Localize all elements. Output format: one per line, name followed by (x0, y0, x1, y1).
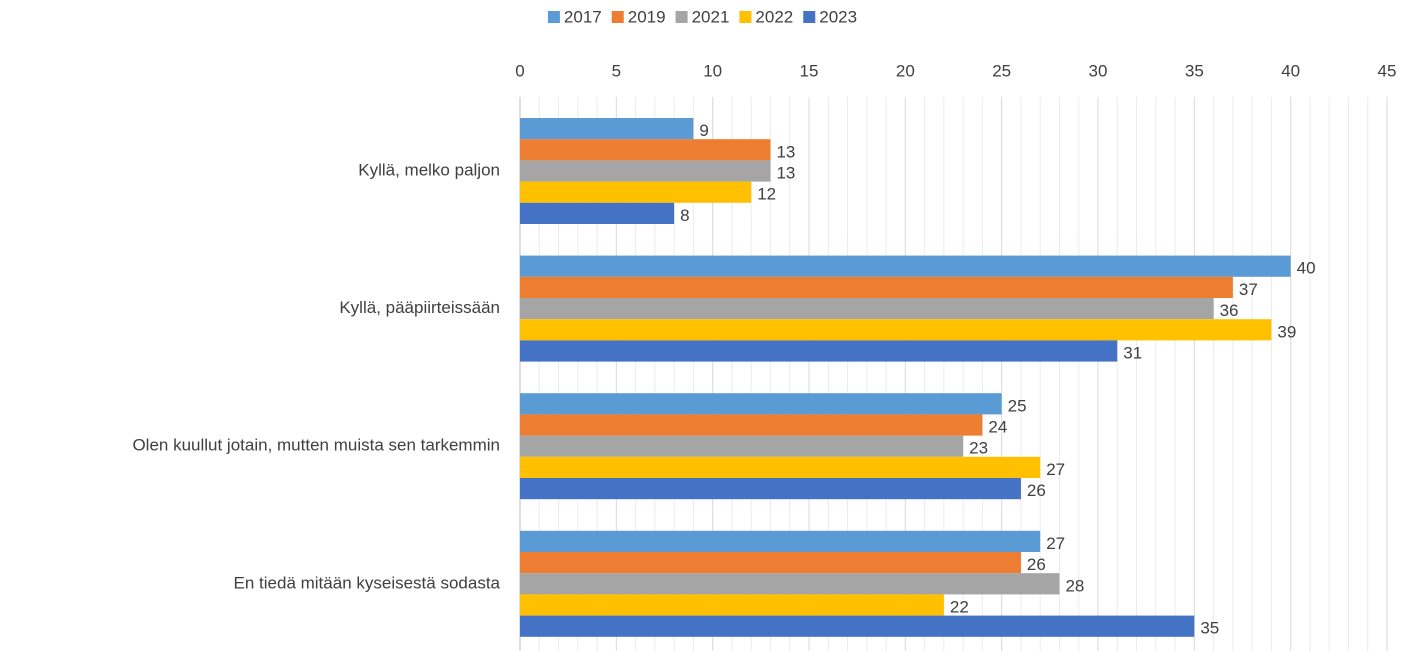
x-tick-label: 5 (612, 61, 621, 80)
data-label: 36 (1220, 301, 1239, 320)
data-label: 9 (699, 121, 708, 140)
data-label: 40 (1297, 259, 1316, 278)
x-tick-label: 45 (1378, 61, 1397, 80)
data-label: 8 (680, 206, 689, 225)
x-tick-label: 30 (1089, 61, 1108, 80)
bar (520, 530, 1041, 552)
bar (520, 181, 752, 203)
bar (520, 615, 1195, 637)
bar (520, 276, 1233, 298)
bar (520, 118, 694, 140)
x-tick-label: 10 (703, 61, 722, 80)
x-tick-label: 35 (1185, 61, 1204, 80)
bar (520, 594, 944, 616)
category-label: Kyllä, melko paljon (358, 160, 500, 179)
data-label: 22 (950, 597, 969, 616)
legend-label: 2022 (755, 7, 793, 26)
bar (520, 202, 675, 224)
x-tick-label: 15 (800, 61, 819, 80)
legend-swatch (547, 11, 560, 23)
bar (520, 160, 771, 182)
data-label: 26 (1027, 555, 1046, 574)
category-label: Kyllä, pääpiirteissään (339, 298, 500, 317)
bar (520, 319, 1272, 341)
x-tick-label: 40 (1281, 61, 1300, 80)
bar (520, 573, 1060, 595)
legend-label: 2023 (819, 7, 857, 26)
legend-label: 2021 (692, 7, 730, 26)
x-tick-label: 0 (515, 61, 524, 80)
legend-swatch (675, 11, 688, 23)
data-label: 13 (776, 142, 795, 161)
category-label: En tiedä mitään kyseisestä sodasta (234, 573, 501, 592)
data-label: 25 (1008, 396, 1027, 415)
data-label: 27 (1046, 460, 1065, 479)
data-label: 35 (1200, 619, 1219, 638)
x-tick-label: 20 (896, 61, 915, 80)
data-label: 26 (1027, 481, 1046, 500)
data-label: 37 (1239, 280, 1258, 299)
data-label: 23 (969, 439, 988, 458)
data-label: 13 (776, 163, 795, 182)
data-label: 24 (988, 417, 1007, 436)
bar (520, 456, 1041, 478)
legend-label: 2017 (564, 7, 602, 26)
legend-swatch (611, 11, 624, 23)
data-label: 31 (1123, 343, 1142, 362)
bar (520, 478, 1021, 500)
bar (520, 393, 1002, 415)
legend-label: 2019 (628, 7, 666, 26)
bar (520, 298, 1214, 320)
bar (520, 340, 1118, 362)
bar (520, 435, 964, 457)
data-label: 12 (757, 185, 776, 204)
bar (520, 552, 1021, 574)
x-tick-label: 25 (992, 61, 1011, 80)
data-label: 39 (1277, 322, 1296, 341)
bar (520, 139, 771, 161)
bar (520, 414, 983, 436)
category-label: Olen kuullut jotain, mutten muista sen t… (132, 436, 500, 455)
data-label: 28 (1065, 576, 1084, 595)
legend-swatch (803, 11, 816, 23)
data-label: 27 (1046, 534, 1065, 553)
bar (520, 255, 1291, 277)
legend-swatch (739, 11, 752, 23)
